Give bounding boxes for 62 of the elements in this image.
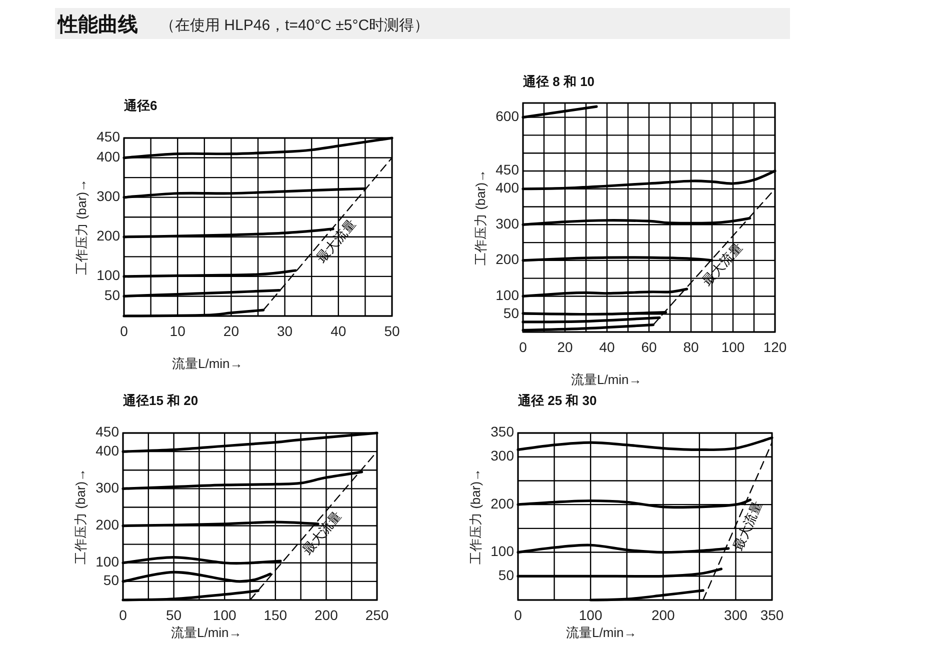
x-tick-label: 0 bbox=[519, 339, 528, 355]
y-tick-label: 400 bbox=[96, 148, 120, 164]
x-tick-label: 0 bbox=[514, 607, 522, 623]
x-tick-label: 50 bbox=[166, 607, 182, 623]
x-tick-label: 10 bbox=[170, 323, 186, 339]
text: （在使用 HLP46，t=40°C ±5°C时测得） bbox=[160, 17, 430, 34]
y-tick-label: 200 bbox=[496, 251, 520, 268]
x-tick-label: 100 bbox=[578, 607, 602, 623]
y-tick-label: 100 bbox=[496, 286, 520, 303]
y-axis-title: 工作压力 (bar)→ bbox=[74, 178, 89, 276]
x-tick-label: 100 bbox=[212, 607, 236, 623]
y-tick-label: 300 bbox=[96, 188, 120, 204]
y-tick-label: 200 bbox=[490, 495, 514, 512]
x-tick-label: 250 bbox=[365, 607, 389, 623]
y-tick-label: 100 bbox=[96, 267, 120, 284]
x-axis-title: 流量L/min→ bbox=[171, 625, 242, 640]
y-tick-label: 50 bbox=[103, 572, 120, 588]
y-axis-title: 工作压力 (bar)→ bbox=[473, 169, 488, 266]
y-tick-label: 600 bbox=[496, 108, 520, 124]
x-tick-label: 40 bbox=[599, 339, 615, 355]
y-tick-label: 450 bbox=[96, 128, 120, 145]
y-tick-label: 100 bbox=[490, 542, 514, 559]
x-tick-label: 20 bbox=[223, 323, 240, 339]
x-tick-label: 20 bbox=[557, 339, 573, 355]
y-tick-label: 300 bbox=[96, 479, 120, 496]
x-tick-label: 300 bbox=[724, 607, 748, 623]
chart-title: 通径 25 和 30 bbox=[517, 393, 597, 408]
y-tick-label: 300 bbox=[490, 448, 514, 464]
y-tick-label: 200 bbox=[96, 228, 120, 244]
x-tick-label: 80 bbox=[683, 339, 699, 355]
text: 性能曲线 bbox=[56, 13, 138, 36]
x-tick-label: 30 bbox=[277, 323, 293, 339]
x-tick-label: 200 bbox=[314, 607, 338, 623]
chart-title: 通径15 和 20 bbox=[122, 393, 198, 408]
x-axis-title: 流量L/min→ bbox=[571, 372, 642, 387]
y-tick-label: 400 bbox=[96, 442, 120, 458]
x-tick-label: 50 bbox=[384, 323, 400, 339]
y-axis-title: 工作压力 (bar)→ bbox=[73, 468, 88, 565]
x-tick-label: 200 bbox=[651, 607, 676, 623]
x-axis-title: 流量L/min→ bbox=[172, 356, 243, 371]
y-tick-label: 100 bbox=[96, 554, 120, 570]
x-tick-label: 60 bbox=[641, 339, 657, 355]
x-tick-label: 120 bbox=[763, 339, 787, 355]
y-tick-label: 200 bbox=[96, 516, 120, 532]
y-tick-label: 50 bbox=[503, 304, 520, 321]
x-tick-label: 350 bbox=[760, 607, 784, 623]
y-tick-label: 450 bbox=[96, 424, 120, 440]
y-tick-label: 400 bbox=[496, 180, 520, 196]
chart-title: 通径6 bbox=[123, 98, 158, 113]
x-tick-label: 100 bbox=[721, 339, 745, 355]
y-tick-label: 350 bbox=[490, 424, 514, 440]
x-axis-title: 流量L/min→ bbox=[566, 625, 637, 640]
y-tick-label: 50 bbox=[498, 566, 514, 583]
y-tick-label: 50 bbox=[104, 286, 120, 303]
chart-title: 通径 8 和 10 bbox=[522, 74, 595, 89]
x-tick-label: 40 bbox=[330, 323, 346, 339]
x-tick-label: 150 bbox=[264, 607, 288, 623]
y-tick-label: 300 bbox=[496, 215, 520, 232]
y-axis-title: 工作压力 (bar)→ bbox=[468, 468, 483, 565]
x-tick-label: 0 bbox=[119, 607, 128, 623]
x-tick-label: 0 bbox=[120, 323, 128, 339]
y-tick-label: 450 bbox=[496, 162, 520, 178]
